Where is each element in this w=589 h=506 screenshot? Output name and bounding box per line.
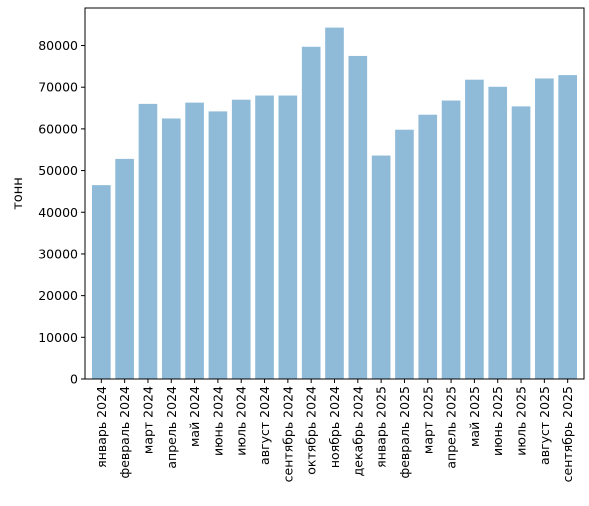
x-tick-label-3: апрель 2024 <box>164 386 179 469</box>
x-tick-label-2: март 2024 <box>140 386 155 454</box>
x-tick-label-1: февраль 2024 <box>117 386 132 479</box>
bar-18 <box>511 106 531 379</box>
x-tick-label-8: сентябрь 2024 <box>280 386 295 482</box>
bar-5 <box>208 111 228 379</box>
bar-3 <box>161 118 181 379</box>
x-tick-label-7: август 2024 <box>257 386 272 465</box>
bar-6 <box>231 99 251 380</box>
x-axis: январь 2024 февраль 2024 март 2024 апрель 2… <box>94 379 575 482</box>
bar-15 <box>441 100 461 379</box>
bar-17 <box>488 86 508 379</box>
bar-10 <box>325 27 344 380</box>
y-tick-label-6: 60000 <box>38 121 78 136</box>
x-tick-label-13: февраль 2025 <box>397 386 412 478</box>
y-axis: 0 10000 20000 30000 40000 50000 60000 70000 8000… <box>38 38 85 387</box>
x-tick-label-18: июль 2025 <box>514 386 529 456</box>
bar-14 <box>418 114 438 380</box>
bar-19 <box>535 78 554 379</box>
y-axis-label: тонн <box>11 177 26 210</box>
x-tick-label-14: март 2025 <box>420 386 435 454</box>
x-tick-label-10: ноябрь 2024 <box>327 386 342 468</box>
bar-4 <box>185 102 204 379</box>
x-tick-label-19: август 2025 <box>537 386 552 465</box>
y-tick-label-7: 70000 <box>38 80 78 95</box>
x-tick-label-12: январь 2025 <box>374 386 389 468</box>
bar-20 <box>558 75 577 380</box>
x-tick-label-16: май 2025 <box>467 386 482 447</box>
x-tick-label-6: июль 2024 <box>234 386 249 456</box>
y-tick-label-0: 0 <box>70 372 78 387</box>
x-tick-label-15: апрель 2025 <box>444 386 459 469</box>
x-tick-label-0: январь 2024 <box>94 386 109 468</box>
x-tick-label-4: май 2024 <box>187 386 202 447</box>
y-tick-label-2: 20000 <box>38 288 78 303</box>
bar-1 <box>115 158 134 379</box>
x-tick-label-11: декабрь 2024 <box>350 386 365 476</box>
x-tick-label-17: июнь 2025 <box>490 386 505 456</box>
bar-8 <box>278 95 298 379</box>
y-tick-label-8: 80000 <box>38 38 78 53</box>
bar-7 <box>255 95 274 379</box>
y-tick-label-3: 30000 <box>38 246 78 261</box>
bar-2 <box>138 103 158 379</box>
bar-13 <box>395 129 414 379</box>
y-tick-label-4: 40000 <box>38 205 78 220</box>
y-tick-label-1: 10000 <box>38 330 78 345</box>
bar-0 <box>92 185 111 379</box>
bar-12 <box>371 155 391 379</box>
y-tick-label-5: 50000 <box>38 163 78 178</box>
bars-group <box>92 27 577 380</box>
x-tick-label-9: октябрь 2024 <box>304 386 319 475</box>
x-tick-label-5: июнь 2024 <box>210 386 225 456</box>
bar-11 <box>348 55 368 379</box>
x-tick-label-20: сентябрь 2025 <box>560 386 575 482</box>
bar-9 <box>301 46 321 380</box>
bar-16 <box>465 79 484 379</box>
